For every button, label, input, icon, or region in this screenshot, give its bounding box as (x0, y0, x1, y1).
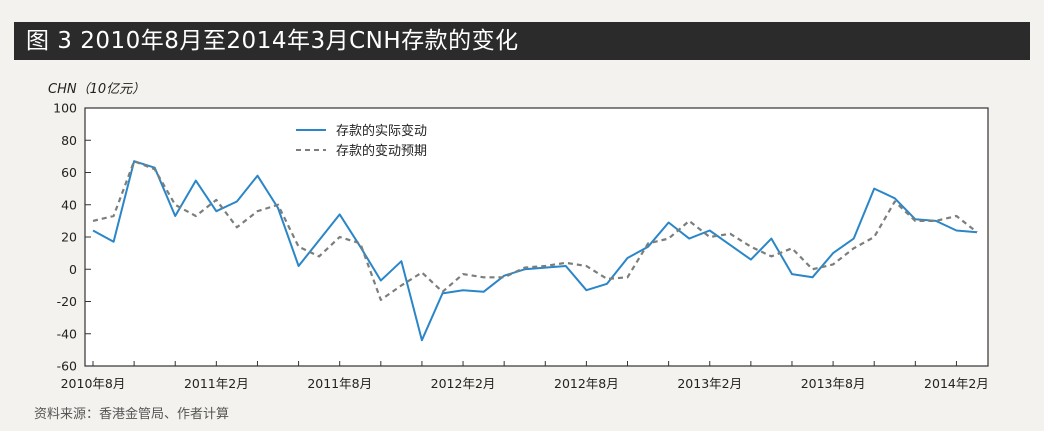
legend-label-actual: 存款的实际变动 (336, 123, 427, 139)
figure-title-bar: 图 3 2010年8月至2014年3月CNH存款的变化 (14, 22, 1030, 60)
x-tick-label: 2014年2月 (924, 376, 989, 391)
y-tick-label: 80 (61, 133, 77, 148)
x-tick-label: 2011年2月 (184, 376, 249, 391)
y-axis-unit-label: CHN（10亿元） (48, 82, 146, 97)
legend-label-expected: 存款的变动预期 (336, 143, 427, 159)
x-tick-label: 2010年8月 (61, 376, 126, 391)
y-tick-label: 0 (69, 262, 77, 277)
y-tick-label: -20 (57, 294, 77, 309)
series-line-actual (92, 160, 978, 342)
y-tick-label: 20 (61, 230, 77, 245)
y-tick-label: 60 (61, 165, 77, 180)
x-tick-label: 2013年2月 (677, 376, 742, 391)
plot-area (84, 107, 989, 367)
y-tick-label: 40 (61, 197, 77, 212)
series-line-expected (92, 160, 978, 301)
x-tick-label: 2013年8月 (801, 376, 866, 391)
x-tick-label: 2012年2月 (431, 376, 496, 391)
x-tick-label: 2011年8月 (307, 376, 372, 391)
figure-title: 图 3 2010年8月至2014年3月CNH存款的变化 (26, 28, 519, 54)
y-tick-label: -40 (57, 326, 77, 341)
y-tick-label: -60 (57, 359, 77, 374)
source-note: 资料来源：香港金管局、作者计算 (34, 407, 230, 422)
x-tick-label: 2012年8月 (554, 376, 619, 391)
y-tick-label: 100 (53, 101, 77, 116)
